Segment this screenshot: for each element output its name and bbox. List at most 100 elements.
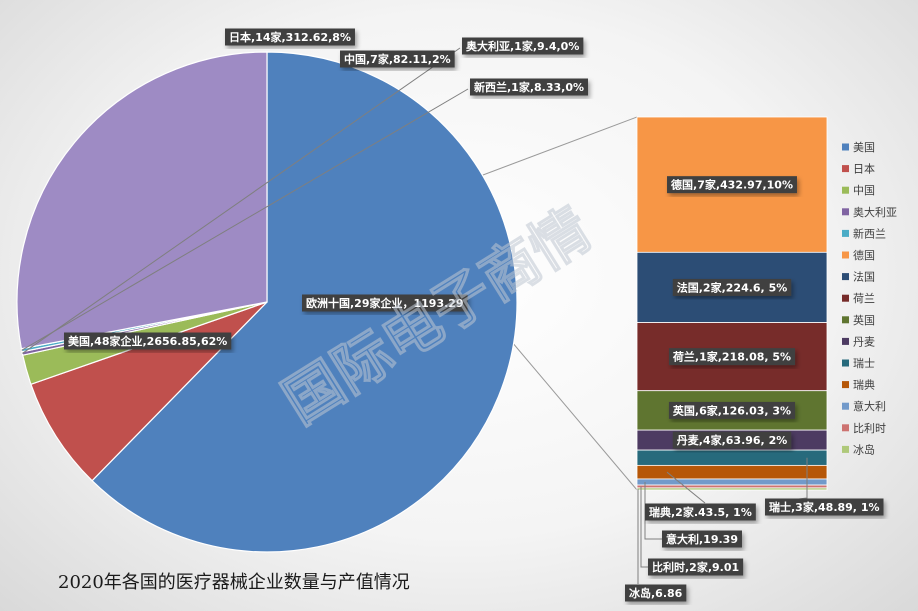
pie-label-item-65e5672c-box	[225, 28, 355, 46]
bar-segment-item-6bd4522965f6	[636, 484, 828, 489]
legend-entry-item-5fb756fd: 德国	[842, 248, 875, 262]
bar-label-item-745e58eb: 瑞士,3家,48.89, 1%	[765, 498, 884, 516]
legend-swatch	[842, 294, 849, 302]
pie-label-item-65b0897f5170-box	[470, 78, 589, 96]
pie-slice-item-6b276d32534156fd	[16, 51, 268, 350]
legend-label: 英国	[853, 313, 875, 327]
legend-entry-item-745e5178: 瑞典	[842, 378, 875, 392]
bar-label-item-83775170-box	[668, 348, 796, 366]
pie-label-item-65b0897f5170: 新西兰,1家,8.33,0%	[470, 78, 589, 96]
legend-swatch	[842, 165, 849, 173]
legend-entry-item-4e2d56fd: 中国	[842, 184, 875, 197]
legend-label: 美国	[853, 141, 875, 154]
legend-swatch	[842, 208, 849, 216]
pie-label-item-7f8e56fd-box	[64, 332, 232, 350]
pie-label-item-4e2d56fd-text: 中国,7家,82.11,2%	[344, 52, 451, 66]
leader-item-65b0897f5170	[21, 88, 469, 351]
legend-entry-item-610f59275229: 意大利	[842, 399, 886, 413]
stacked-bar	[636, 116, 828, 491]
leader-item-6bd4522965f6	[640, 486, 648, 568]
bar-segment-item-51b05c9b	[636, 487, 828, 491]
legend-swatch	[842, 251, 849, 259]
legend-label: 冰岛	[853, 442, 875, 456]
legend-swatch	[842, 381, 849, 389]
pie-label-item-5965592752294e9a: 奥大利亚,1家,9.4,0%	[462, 37, 584, 55]
chart-title: 2020年各国的医疗器械企业数量与产值情况	[58, 572, 410, 593]
pie-label-item-4e2d56fd: 中国,7家,82.11,2%	[340, 50, 455, 68]
bar-label-item-6cd556fd-text: 法国,2家,224.6, 5%	[677, 280, 788, 294]
pie-label-item-65e5672c: 日本,14家,312.62,8%	[225, 28, 355, 46]
legend-entry-item-745e58eb: 瑞士	[842, 356, 875, 370]
pie-label-item-5965592752294e9a-text: 奥大利亚,1家,9.4,0%	[465, 39, 579, 53]
legend-swatch	[842, 229, 849, 237]
bar-label-item-51b05c9b-text: 冰岛,6.86	[629, 586, 683, 600]
legend-swatch	[842, 359, 849, 367]
legend-label: 德国	[853, 248, 875, 262]
legend-label: 日本	[853, 162, 875, 176]
legend-swatch	[842, 424, 849, 432]
bar-label-item-82f156fd: 英国,6家,126.03, 3%	[668, 401, 796, 419]
legend-entry-item-7f8e56fd: 美国	[842, 141, 875, 154]
legend-swatch	[842, 273, 849, 281]
pie-label-item-65e5672c-text: 日本,14家,312.62,8%	[229, 30, 351, 44]
bar-label-item-82f156fd-text: 英国,6家,126.03, 3%	[672, 403, 791, 417]
pie-label-item-7f8e56fd-text: 美国,48家企业,2656.85,62%	[68, 334, 227, 348]
pie-label-item-6b276d32534156fd-text: 欧洲十国,29家企业，1193.29	[306, 296, 464, 310]
bar-label-item-5fb756fd-text: 德国,7家,432.97,10%	[670, 178, 793, 192]
legend-swatch	[842, 402, 849, 410]
legend-label: 意大利	[853, 399, 886, 413]
bar-label-item-610f59275229-text: 意大利,19.39	[666, 532, 738, 546]
data-labels: 美国,48家企业,2656.85,62% 日本,14家,312.62,8% 中国,7…	[64, 28, 884, 602]
pie-label-item-5965592752294e9a-box	[462, 37, 584, 55]
legend-label: 中国	[853, 184, 875, 197]
legend-label: 奥大利亚	[853, 205, 897, 219]
bar-label-item-6cd556fd: 法国,2家,224.6, 5%	[672, 278, 792, 296]
legend-label: 瑞典	[853, 378, 875, 392]
bar-label-item-745e58eb-box	[765, 498, 884, 516]
bar-label-item-745e5178-box	[645, 503, 756, 521]
pie-label-item-65b0897f5170-text: 新西兰,1家,8.33,0%	[474, 80, 584, 94]
legend-swatch	[842, 186, 849, 194]
bar-label-item-745e5178-text: 瑞典,2家.43.5, 1%	[649, 505, 752, 519]
bar-segment-item-745e5178	[636, 464, 828, 480]
legend-label: 丹麦	[853, 335, 875, 348]
pie-label-item-6b276d32534156fd: 欧洲十国,29家企业，1193.29	[302, 294, 468, 312]
bar-label-item-610f59275229: 意大利,19.39	[662, 530, 742, 548]
bar-label-item-82f156fd-box	[668, 401, 796, 419]
bar-label-item-83775170: 荷兰,1家,218.08, 5%	[668, 348, 796, 366]
legend-entry-item-4e399ea6: 丹麦	[842, 335, 875, 348]
legend-swatch	[842, 337, 849, 345]
legend-label: 瑞士	[853, 356, 875, 370]
pie-label-item-6b276d32534156fd-box	[302, 294, 468, 312]
bar-label-item-4e399ea6-text: 丹麦,4家,63.96, 2%	[677, 433, 788, 447]
legend-label: 新西兰	[853, 226, 886, 240]
bar-label-item-745e5178: 瑞典,2家.43.5, 1%	[645, 503, 756, 521]
leader-item-610f59275229	[644, 482, 662, 540]
legend-entry-item-6bd4522965f6: 比利时	[842, 422, 886, 435]
legend-entry-item-82f156fd: 英国	[842, 313, 875, 327]
legend-entry-item-51b05c9b: 冰岛	[842, 442, 875, 456]
leader-lines	[21, 47, 808, 584]
bar-label-item-5fb756fd: 德国,7家,432.97,10%	[667, 176, 797, 194]
legend-entry-item-6cd556fd: 法国	[842, 270, 875, 284]
bar-label-item-745e58eb-text: 瑞士,3家,48.89, 1%	[769, 500, 880, 514]
bar-label-item-4e399ea6: 丹麦,4家,63.96, 2%	[672, 431, 792, 449]
bar-label-item-83775170-text: 荷兰,1家,218.08, 5%	[672, 350, 791, 364]
pie-label-item-7f8e56fd: 美国,48家企业,2656.85,62%	[64, 332, 232, 350]
bar-label-item-51b05c9b-box	[625, 584, 687, 602]
bar-label-item-610f59275229-box	[662, 530, 742, 548]
bar-label-item-5fb756fd-box	[667, 176, 797, 194]
legend-swatch	[842, 445, 849, 453]
legend-entry-item-83775170: 荷兰	[842, 292, 875, 305]
legend-swatch	[842, 316, 849, 324]
bar-segment-item-745e58eb	[636, 449, 828, 466]
legend-entry-item-65b0897f5170: 新西兰	[842, 226, 886, 240]
legend-entry-item-5965592752294e9a: 奥大利亚	[842, 205, 897, 219]
leader-item-745e5178	[666, 471, 706, 504]
bar-label-item-6bd4522965f6-text: 比利时,2家,9.01	[652, 560, 739, 574]
legend-label: 荷兰	[853, 292, 875, 305]
legend-label: 法国	[853, 270, 875, 284]
